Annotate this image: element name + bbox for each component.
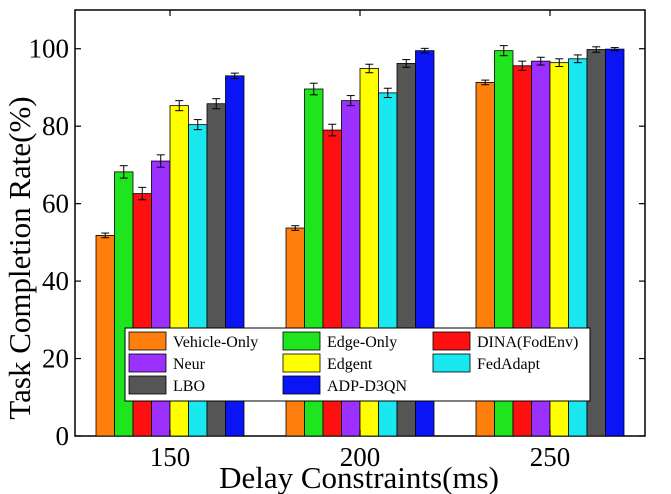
legend-label: Vehicle-Only	[173, 334, 258, 351]
x-tick-label: 150	[150, 442, 191, 472]
y-tick-label: 40	[42, 266, 69, 296]
legend-label: Neur	[173, 356, 206, 373]
y-tick-label: 60	[42, 189, 69, 219]
legend-label: Edgent	[327, 356, 373, 373]
legend-label: FedAdapt	[477, 356, 541, 373]
y-tick-label: 100	[29, 34, 70, 64]
legend-swatch	[128, 331, 167, 351]
legend-label: ADP-D3QN	[327, 378, 407, 395]
y-tick-label: 0	[56, 421, 70, 451]
x-tick-label: 200	[340, 442, 381, 472]
y-tick-label: 80	[42, 111, 69, 141]
legend-swatch	[128, 353, 167, 373]
legend: Vehicle-Only Edge-Only DINA(FodEnv) Neur Edg…	[124, 327, 591, 402]
legend-label: DINA(FodEnv)	[477, 334, 578, 351]
legend-swatch	[282, 353, 321, 373]
legend-swatch	[128, 375, 167, 395]
legend-label: LBO	[173, 378, 205, 395]
bar	[605, 48, 625, 437]
legend-swatch	[282, 375, 321, 395]
legend-swatch	[432, 353, 471, 373]
x-axis-label: Delay Constraints(ms)	[219, 460, 499, 494]
legend-box	[124, 327, 591, 402]
bar	[95, 234, 115, 437]
y-axis-label: Task Completion Rate(%)	[2, 96, 37, 419]
legend-label: Edge-Only	[327, 334, 397, 351]
axes: 0 20 40 60 80 100 150 200 250	[29, 10, 645, 472]
legend-swatch	[282, 331, 321, 351]
x-tick-label: 250	[530, 442, 571, 472]
legend-swatch	[432, 331, 471, 351]
y-tick-label: 20	[42, 344, 69, 374]
